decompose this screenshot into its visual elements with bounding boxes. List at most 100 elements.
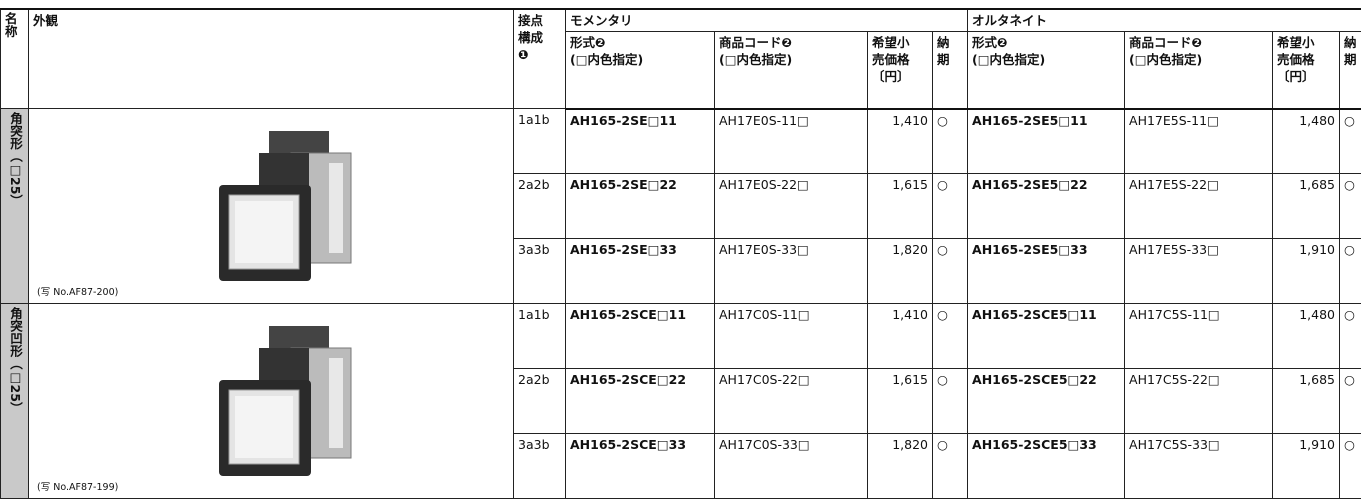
cell: AH17C0S-11□ (714, 303, 868, 369)
photo-cell: (写 No.AF87-199) (28, 303, 514, 499)
text: 〔円〕 (872, 69, 910, 84)
cell: ○ (1339, 303, 1361, 369)
cell: ○ (931, 303, 969, 369)
text: 期 (937, 52, 950, 67)
cell: 1,615 (867, 368, 933, 434)
text: AH165-2SCE□33 (570, 437, 687, 452)
text: 商品コード❷ (719, 35, 793, 50)
text: 形式❷ (972, 35, 1008, 50)
text: ○ (1344, 372, 1355, 387)
text: ○ (1344, 242, 1355, 257)
text: (□内色指定) (1129, 52, 1203, 67)
cell: 1,910 (1272, 433, 1341, 499)
text: オルタネイト (972, 13, 1048, 28)
cell: AH17C5S-33□ (1124, 433, 1274, 499)
cell: ○ (931, 108, 969, 174)
cell: AH17E5S-22□ (1124, 173, 1274, 239)
data-row: 3a3b AH165-2SCE□33 AH17C0S-33□ 1,820 ○ AH165-… (1, 433, 1361, 499)
text: AH17C5S-33□ (1129, 437, 1220, 452)
cell: ○ (1339, 173, 1361, 239)
cell: 1,820 (867, 433, 933, 499)
cell: ○ (931, 238, 969, 304)
text: モメンタリ (570, 13, 633, 28)
cell: ○ (1339, 368, 1361, 434)
cell: ○ (931, 173, 969, 239)
text: 1,410 (892, 112, 928, 128)
text: AH17C5S-11□ (1129, 307, 1220, 322)
cell: AH17E5S-33□ (1124, 238, 1274, 304)
data-row: 3a3b AH165-2SE□33 AH17E0S-33□ 1,820 ○ AH165-2… (1, 238, 1361, 304)
group-name: 角突形（□25） (0, 108, 29, 304)
photo-cell: (写 No.AF87-200) (28, 108, 514, 304)
text: ○ (937, 437, 948, 452)
text: ○ (1344, 437, 1355, 452)
model-header: 形式❷ (□内色指定) (967, 31, 1126, 110)
cell: AH165-2SCE5□22 (967, 368, 1126, 434)
text: (□内色指定) (972, 52, 1046, 67)
text: 2a2b (518, 372, 550, 387)
data-row: 2a2b AH165-2SCE□22 AH17C0S-22□ 1,615 ○ AH165-… (1, 368, 1361, 434)
text: AH165-2SE5□22 (972, 177, 1088, 192)
cell: 2a2b (513, 368, 566, 434)
price-header: 希望小 売価格 〔円〕 (867, 31, 933, 110)
photo-shape (235, 396, 293, 458)
cell: AH17E0S-22□ (714, 173, 868, 239)
text: 〔円〕 (1277, 69, 1315, 84)
cell: 1,615 (867, 173, 933, 239)
cell: AH17C5S-11□ (1124, 303, 1274, 369)
spec-table-wrap: 名称 外観 接点 構成 ❶ モメンタリ オルタネイト 形式❷ (□内色指定) 商品コード❷ (□内色… (0, 8, 1361, 499)
text: 角突形（□25） (8, 112, 23, 207)
cell: 3a3b (513, 238, 566, 304)
button-photo (219, 131, 352, 281)
text: AH165-2SE□22 (570, 177, 677, 192)
cell: 1,910 (1272, 238, 1341, 304)
data-row: 角突凹形（□25） (写 No.AF87-199) 1a1b AH165-2SCE□1… (0, 303, 1361, 499)
cell: ○ (1339, 433, 1361, 499)
text: 構成 (518, 30, 544, 45)
code-header: 商品コード❷ (□内色指定) (714, 31, 868, 110)
text: AH17C0S-11□ (719, 307, 810, 322)
cell: AH165-2SCE5□11 (967, 303, 1126, 369)
cell: AH165-2SE□22 (565, 173, 715, 239)
text: 角突凹形（□25） (8, 307, 23, 415)
cell: AH165-2SE5□33 (967, 238, 1126, 304)
text: AH17C5S-22□ (1129, 372, 1220, 387)
cell: ○ (1339, 108, 1361, 174)
cell: 1,685 (1272, 173, 1341, 239)
name-header: 名称 (0, 8, 29, 109)
delivery-header: 納期 (931, 31, 969, 110)
cell: AH165-2SCE□33 (565, 433, 715, 499)
text: ❶ (518, 47, 529, 62)
cell: AH165-2SCE5□33 (967, 433, 1126, 499)
photo-shape (269, 131, 329, 153)
alternate-header: オルタネイト (967, 8, 1361, 32)
text: ○ (937, 177, 948, 192)
text: 3a3b (518, 242, 550, 257)
header-row: 名称 外観 接点構成 ❶ モメンタリ オルタネイト (0, 8, 1361, 109)
delivery-header: 納期 (1339, 31, 1361, 110)
text: AH17E5S-22□ (1129, 177, 1219, 192)
text: 1,910 (1299, 242, 1336, 257)
text: 接点 (518, 13, 544, 28)
text: 期 (1344, 52, 1357, 67)
text: 商品コード❷ (1129, 35, 1203, 50)
text: 1,480 (1299, 112, 1336, 128)
text: 2a2b (518, 177, 550, 192)
cell: 1,480 (1272, 303, 1341, 369)
text: ○ (1344, 177, 1355, 192)
spec-table: 名称 外観 接点 構成 ❶ モメンタリ オルタネイト 形式❷ (□内色指定) 商品コード❷ (□内色… (0, 8, 1361, 499)
cell: AH165-2SE□33 (565, 238, 715, 304)
text: 外観 (33, 13, 59, 28)
cell: 1,410 (867, 303, 933, 369)
text: 納 (937, 35, 950, 50)
text: ○ (937, 307, 948, 322)
text: ○ (1344, 307, 1355, 322)
cell: 1,685 (1272, 368, 1341, 434)
text: 売価格 (1277, 52, 1315, 67)
cell: AH165-2SE5□22 (967, 173, 1126, 239)
text: 希望小 (1277, 35, 1315, 50)
text: 1a1b (518, 112, 550, 127)
text: 1a1b (518, 307, 550, 322)
text: 希望小 (872, 35, 910, 50)
momentary-header: モメンタリ (564, 8, 969, 32)
